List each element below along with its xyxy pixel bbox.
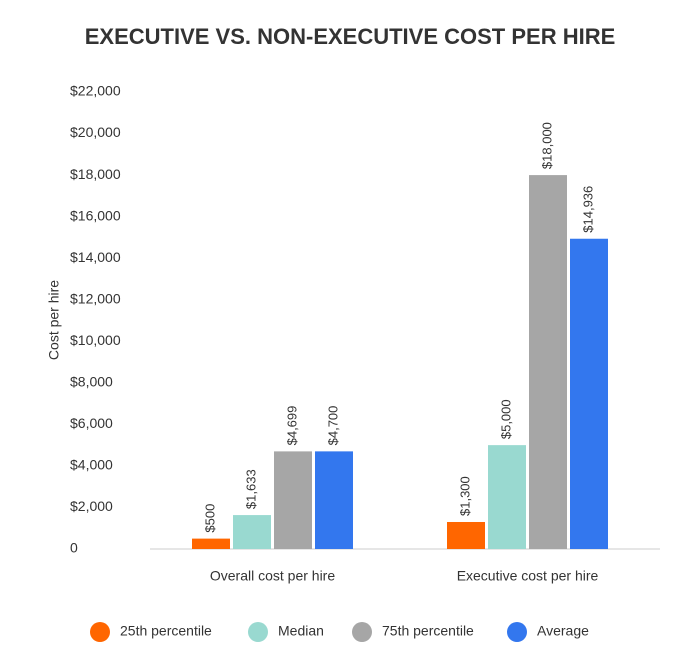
- value-label: $1,633: [243, 469, 258, 509]
- legend-label: 25th percentile: [120, 623, 212, 639]
- value-label: $4,700: [325, 406, 340, 446]
- y-tick-label: $14,000: [70, 249, 121, 265]
- value-label: $5,000: [498, 399, 513, 439]
- bar: [570, 238, 608, 550]
- value-label: $14,936: [580, 186, 595, 233]
- legend-label: Median: [278, 623, 324, 639]
- y-tick-label: $6,000: [70, 415, 113, 431]
- legend-marker: [90, 622, 110, 642]
- value-label: $1,300: [457, 476, 472, 516]
- bar: [488, 445, 526, 549]
- y-tick-label: $18,000: [70, 166, 121, 182]
- legend-label: Average: [537, 623, 589, 639]
- value-label: $500: [202, 504, 217, 533]
- value-label: $18,000: [539, 122, 554, 169]
- y-tick-label: $12,000: [70, 290, 121, 306]
- value-label: $4,699: [284, 406, 299, 446]
- legend-marker: [248, 622, 268, 642]
- y-tick-label: $10,000: [70, 332, 121, 348]
- y-axis-label: Cost per hire: [46, 280, 62, 360]
- bar: [233, 515, 271, 549]
- y-tick-label: 0: [70, 540, 78, 556]
- legend-label: 75th percentile: [382, 623, 474, 639]
- bar: [315, 451, 353, 549]
- legend-marker: [507, 622, 527, 642]
- bar: [274, 451, 312, 549]
- y-tick-label: $16,000: [70, 207, 121, 223]
- x-tick-label: Overall cost per hire: [210, 568, 335, 584]
- legend-marker: [352, 622, 372, 642]
- bar: [447, 521, 485, 549]
- x-tick-label: Executive cost per hire: [457, 568, 599, 584]
- y-tick-label: $22,000: [70, 83, 121, 99]
- y-tick-label: $20,000: [70, 124, 121, 140]
- bar: [529, 175, 567, 549]
- y-tick-label: $2,000: [70, 498, 113, 514]
- y-tick-label: $8,000: [70, 374, 113, 390]
- bar: [192, 538, 230, 549]
- y-tick-label: $4,000: [70, 457, 113, 473]
- chart-title: EXECUTIVE VS. NON-EXECUTIVE COST PER HIR…: [85, 24, 616, 49]
